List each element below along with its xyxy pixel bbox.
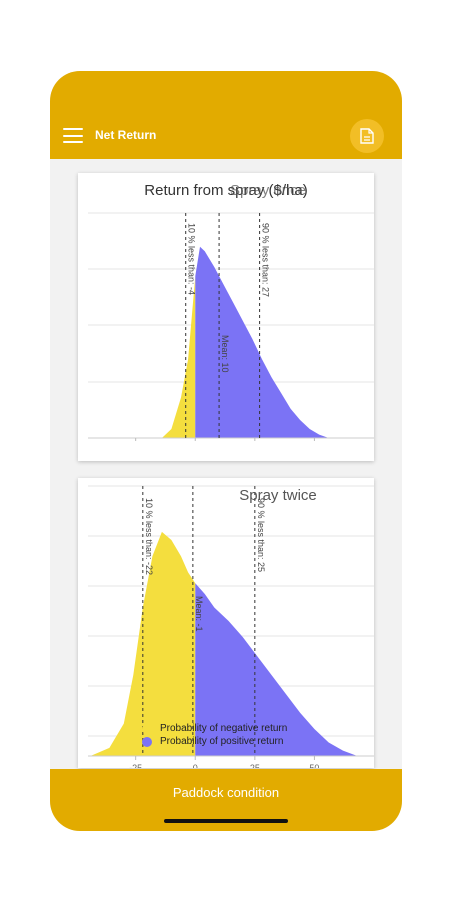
negative-return-area	[161, 276, 196, 438]
page-title: Net Return	[95, 128, 157, 142]
bottom-bar: Paddock condition	[50, 769, 402, 831]
chart-title: Return from spray ($/ha)	[144, 182, 307, 199]
home-indicator	[164, 819, 288, 823]
export-document-button[interactable]	[350, 119, 384, 153]
paddock-condition-button[interactable]: Paddock condition	[172, 785, 280, 800]
chart-card-spray-twice: 10 % less than: -22 Mean: -1 90 % less tha…	[78, 478, 374, 768]
x-tick-label: -25	[129, 763, 142, 768]
legend-label-positive: Probability of positive return	[160, 736, 284, 747]
x-tick-label: 25	[250, 763, 260, 768]
annotation-label: 90 % less than: 27	[261, 223, 271, 297]
return-chart-spray-once: 10 % less than: -4 Mean: 10 90 % less than…	[88, 182, 374, 441]
annotation-label: 10 % less than: -22	[144, 498, 154, 575]
phone-frame: Net Return 10 % less than: -4 Mean: 10 90 …	[50, 71, 402, 831]
x-tick-label: 50	[309, 763, 319, 768]
chart-subtitle: Spray once	[230, 182, 306, 199]
legend-swatch-positive	[142, 736, 152, 747]
document-icon	[360, 128, 374, 144]
chart-legend: Probability of negative return Probabili…	[142, 722, 287, 748]
annotation-label: Mean: -1	[194, 596, 204, 632]
positive-return-area	[195, 246, 329, 438]
x-tick-label: 0	[193, 763, 198, 768]
annotation-label: 90 % less than: 25	[256, 498, 266, 572]
return-chart-spray-twice: 10 % less than: -22 Mean: -1 90 % less tha…	[88, 485, 374, 768]
chart-card-spray-once: 10 % less than: -4 Mean: 10 90 % less than…	[78, 173, 374, 461]
app-bar: Net Return	[50, 71, 402, 159]
annotation-label: 10 % less than: -4	[187, 223, 197, 295]
legend-item-positive: Probability of positive return	[142, 735, 287, 748]
positive-return-area	[195, 583, 358, 756]
legend-swatch-negative	[142, 723, 152, 734]
legend-label-negative: Probability of negative return	[160, 723, 288, 734]
legend-item-negative: Probability of negative return	[142, 722, 287, 735]
annotation-label: Mean: 10	[220, 335, 230, 373]
hamburger-menu-icon[interactable]	[63, 128, 83, 143]
chart-title: Spray twice	[239, 487, 317, 504]
